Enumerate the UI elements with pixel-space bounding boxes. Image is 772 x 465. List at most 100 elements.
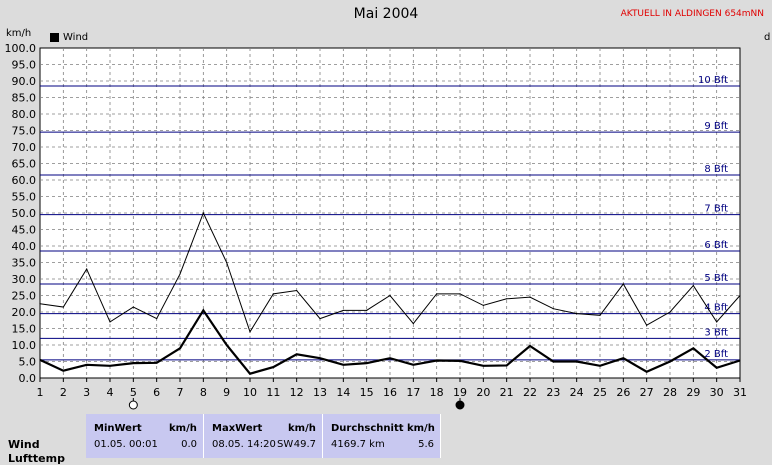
- y-tick-label: 45.0: [12, 224, 37, 237]
- data-point: [179, 347, 181, 349]
- x-tick-label: 13: [313, 386, 327, 399]
- avg-distance: 4169.7 km: [331, 439, 385, 450]
- x-tick-label: 19: [453, 386, 467, 399]
- data-point: [366, 309, 368, 311]
- x-tick-label: 16: [383, 386, 397, 399]
- beaufort-label: 2 Bft: [704, 349, 728, 360]
- x-tick-label: 4: [107, 386, 114, 399]
- data-point: [86, 364, 88, 366]
- data-point: [646, 324, 648, 326]
- x-tick-label: 25: [593, 386, 607, 399]
- legend: Wind: [50, 32, 88, 43]
- data-point: [202, 309, 204, 311]
- data-point: [552, 308, 554, 310]
- x-tick-label: 24: [570, 386, 584, 399]
- data-point: [366, 362, 368, 364]
- data-point: [529, 296, 531, 298]
- y-tick-label: 70.0: [12, 141, 37, 154]
- y-tick-label: 65.0: [12, 158, 37, 171]
- data-point: [389, 357, 391, 359]
- x-tick-label: 5: [130, 386, 137, 399]
- legend-label: Wind: [63, 32, 89, 43]
- x-tick-label: 30: [710, 386, 724, 399]
- data-point: [39, 359, 41, 361]
- y-tick-label: 0.0: [19, 372, 37, 385]
- data-point: [226, 261, 228, 264]
- data-point: [692, 285, 694, 287]
- max-value: 49.7: [293, 439, 316, 450]
- data-point: [506, 364, 508, 367]
- data-point: [506, 298, 508, 300]
- data-point: [156, 362, 158, 364]
- data-point: [576, 313, 578, 315]
- y-tick-label: 85.0: [12, 92, 37, 105]
- min-unit: km/h: [169, 423, 197, 434]
- min-date: 01.05. 00:01: [94, 439, 158, 450]
- y-tick-label: 80.0: [12, 108, 37, 121]
- x-tick-label: 27: [640, 386, 654, 399]
- y-tick-label: 75.0: [12, 125, 37, 138]
- data-point: [482, 304, 484, 306]
- max-stats-cell: MaxWert km/h 08.05. 14:20 SW 49.7: [204, 414, 323, 458]
- x-tick-label: 29: [686, 386, 700, 399]
- beaufort-label: 4 Bft: [704, 303, 728, 314]
- beaufort-label: 3 Bft: [704, 327, 728, 338]
- data-point: [39, 303, 41, 305]
- stats-row-label-2: Lufttemp: [8, 452, 65, 465]
- data-point: [132, 362, 134, 364]
- data-point: [179, 273, 181, 275]
- beaufort-label: 9 Bft: [704, 121, 728, 132]
- x-tick-label: 9: [223, 386, 230, 399]
- y-tick-label: 60.0: [12, 174, 37, 187]
- legend-swatch: [50, 33, 59, 42]
- y-tick-label: 100.0: [5, 42, 37, 55]
- x-tick-label: 21: [500, 386, 514, 399]
- data-point: [62, 306, 64, 308]
- stats-row-label: Wind: [8, 438, 40, 451]
- data-point: [622, 357, 624, 359]
- x-tick-label: 14: [336, 386, 350, 399]
- y-tick-label: 10.0: [12, 339, 37, 352]
- max-header: MaxWert: [212, 423, 263, 434]
- data-point: [249, 373, 251, 375]
- data-point: [62, 370, 64, 372]
- data-point: [599, 314, 601, 316]
- data-point: [342, 309, 344, 311]
- y-tick-label: 30.0: [12, 273, 37, 286]
- data-point: [296, 353, 298, 355]
- data-point: [739, 359, 741, 362]
- y-tick-label: 90.0: [12, 75, 37, 88]
- x-tick-label: 6: [153, 386, 160, 399]
- data-point: [482, 365, 484, 367]
- x-tick-label: 23: [546, 386, 560, 399]
- beaufort-label: 7 Bft: [704, 204, 728, 215]
- data-point: [599, 365, 601, 367]
- data-point: [436, 359, 438, 362]
- y-tick-label: 15.0: [12, 323, 37, 336]
- data-point: [412, 322, 414, 325]
- data-point: [156, 318, 158, 320]
- avg-value: 5.6: [418, 439, 434, 450]
- y-tick-label: 95.0: [12, 59, 37, 72]
- data-point: [646, 371, 648, 373]
- beaufort-label: 5 Bft: [704, 273, 728, 284]
- wind-chart: 0.0 5.0 10.0 15.0 20.0 25.0 30.0 35.0 40.0 45.0 50…: [5, 42, 747, 410]
- data-point: [202, 212, 204, 214]
- x-tick-label: 2: [60, 386, 67, 399]
- data-point: [669, 360, 671, 363]
- data-point: [529, 345, 531, 347]
- data-point: [109, 321, 111, 323]
- y-tick-label: 55.0: [12, 191, 37, 204]
- full-moon-icon: [128, 400, 138, 410]
- data-point: [296, 289, 298, 292]
- min-header: MinWert: [94, 423, 142, 434]
- data-point: [226, 344, 228, 346]
- new-moon-icon: [455, 400, 465, 410]
- data-point: [389, 294, 391, 297]
- data-point: [739, 294, 741, 297]
- data-point: [412, 364, 414, 366]
- data-point: [716, 367, 718, 369]
- chart-title: Mai 2004: [353, 6, 419, 22]
- data-point: [576, 360, 578, 363]
- x-tick-label: 10: [243, 386, 257, 399]
